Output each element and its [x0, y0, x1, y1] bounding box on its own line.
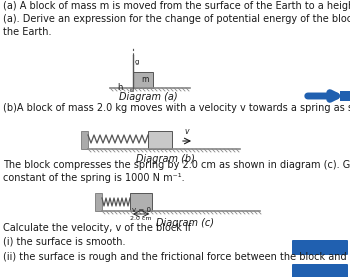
Text: m: m [141, 76, 149, 84]
Bar [133, 72, 153, 88]
Text: Diagram (a): Diagram (a) [119, 92, 177, 102]
Bar [81, 131, 88, 149]
Bar [130, 193, 152, 211]
Text: Diagram (b): Diagram (b) [135, 154, 195, 164]
Text: v: v [185, 127, 189, 136]
Text: (a) A block of mass m is moved from the surface of the Earth to a height h as sh: (a) A block of mass m is moved from the … [3, 1, 350, 37]
Text: Calculate the velocity, v of the block if
(i) the surface is smooth.: Calculate the velocity, v of the block i… [3, 223, 191, 246]
Text: 2.0 cm: 2.0 cm [130, 216, 152, 221]
Text: h: h [118, 83, 123, 93]
Text: (b)A block of mass 2.0 kg moves with a velocity v towards a spring as shown in d: (b)A block of mass 2.0 kg moves with a v… [3, 103, 350, 113]
Bar [130, 88, 133, 91]
Text: v = 0: v = 0 [132, 207, 150, 213]
Text: The block compresses the spring by 2.0 cm as shown in diagram (c). Given that th: The block compresses the spring by 2.0 c… [3, 160, 350, 183]
FancyBboxPatch shape [292, 240, 348, 255]
FancyBboxPatch shape [292, 264, 348, 277]
Text: (ii) the surface is rough and the frictional force between the block and the sur: (ii) the surface is rough and the fricti… [3, 252, 350, 262]
Text: Diagram (c): Diagram (c) [156, 218, 214, 228]
Bar [148, 131, 172, 149]
Text: g: g [135, 59, 139, 65]
Bar [340, 91, 350, 101]
Bar [95, 193, 102, 211]
